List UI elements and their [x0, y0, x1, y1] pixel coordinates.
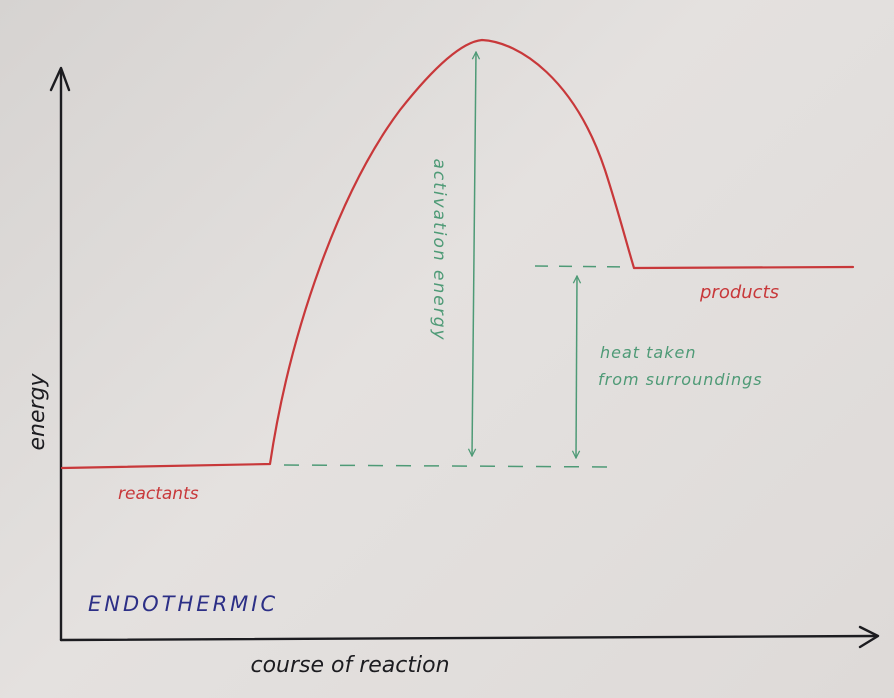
y-axis-arrowhead [49, 66, 71, 92]
diagram-title: ENDOTHERMIC [88, 592, 278, 616]
activation-energy-arrow [472, 52, 476, 456]
heat-taken-label-line1: heat taken [600, 343, 696, 362]
reaction-profile-curve [60, 38, 855, 470]
x-axis-label: course of reaction [250, 653, 449, 678]
heat-taken-arrow [576, 276, 577, 458]
products-level-dashed-line [534, 265, 629, 268]
products-label: products [699, 282, 779, 303]
x-axis-arrowhead [858, 625, 880, 649]
x-axis-line [59, 634, 878, 642]
y-axis-label: energy [25, 373, 50, 451]
reactants-level-dashed-line [283, 464, 616, 468]
reactants-label: reactants [118, 484, 199, 504]
heat-taken-label-line2: from surroundings [598, 370, 763, 389]
activation-energy-label: activation energy [429, 158, 449, 341]
